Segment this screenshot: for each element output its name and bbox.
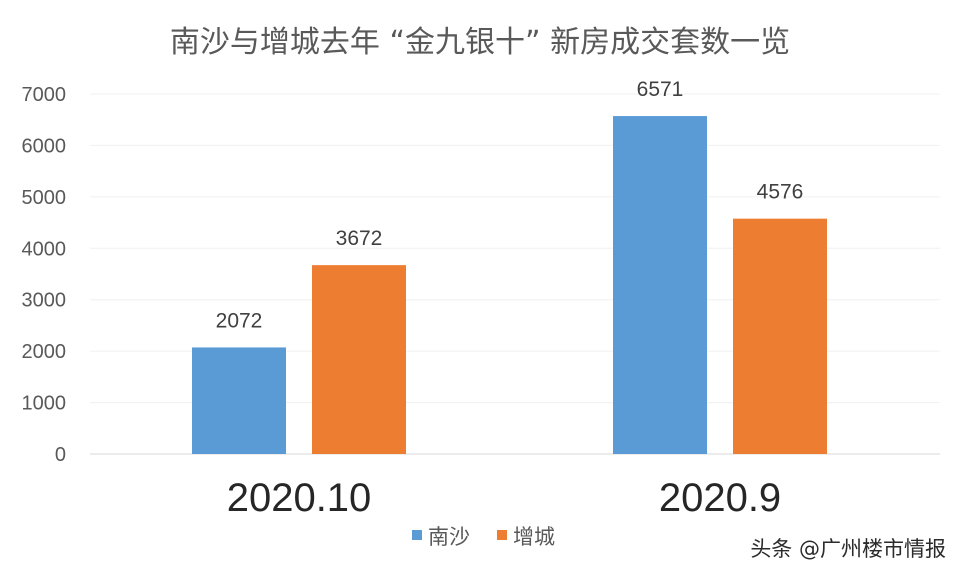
legend-swatch (497, 530, 507, 540)
legend-label: 增城 (513, 525, 555, 549)
legend: 南沙 增城 (412, 525, 555, 549)
data-label: 2072 (216, 309, 263, 332)
bar-南沙-2020.9 (613, 116, 707, 454)
y-tick-label: 3000 (22, 290, 67, 312)
y-tick-label: 4000 (22, 238, 67, 260)
bar-增城-2020.9 (733, 218, 827, 454)
bar-增城-2020.10 (312, 265, 406, 454)
chart-title: 南沙与增城去年 “金九银十” 新房成交套数一览 (170, 25, 790, 60)
y-tick-label: 1000 (22, 393, 67, 415)
legend-label: 南沙 (428, 525, 470, 549)
y-tick-label: 5000 (22, 187, 67, 209)
y-tick-label: 0 (55, 444, 66, 466)
watermark: 头条 @广州楼市情报 (750, 537, 946, 561)
x-category-label: 2020.9 (659, 476, 781, 520)
x-axis-categories: 2020.10 2020.9 (227, 476, 781, 520)
y-tick-label: 6000 (22, 135, 67, 157)
bars (192, 116, 827, 454)
data-label: 3672 (336, 227, 383, 250)
data-label: 4576 (757, 181, 804, 204)
bar-南沙-2020.10 (192, 347, 286, 454)
x-category-label: 2020.10 (227, 476, 372, 520)
y-tick-label: 2000 (22, 341, 67, 363)
y-tick-label: 7000 (22, 84, 67, 106)
data-labels: 2072 3672 6571 4576 (216, 78, 804, 332)
data-label: 6571 (637, 78, 684, 101)
y-axis-ticks: 0 1000 2000 3000 4000 5000 6000 7000 (22, 84, 67, 466)
legend-swatch (412, 530, 422, 540)
